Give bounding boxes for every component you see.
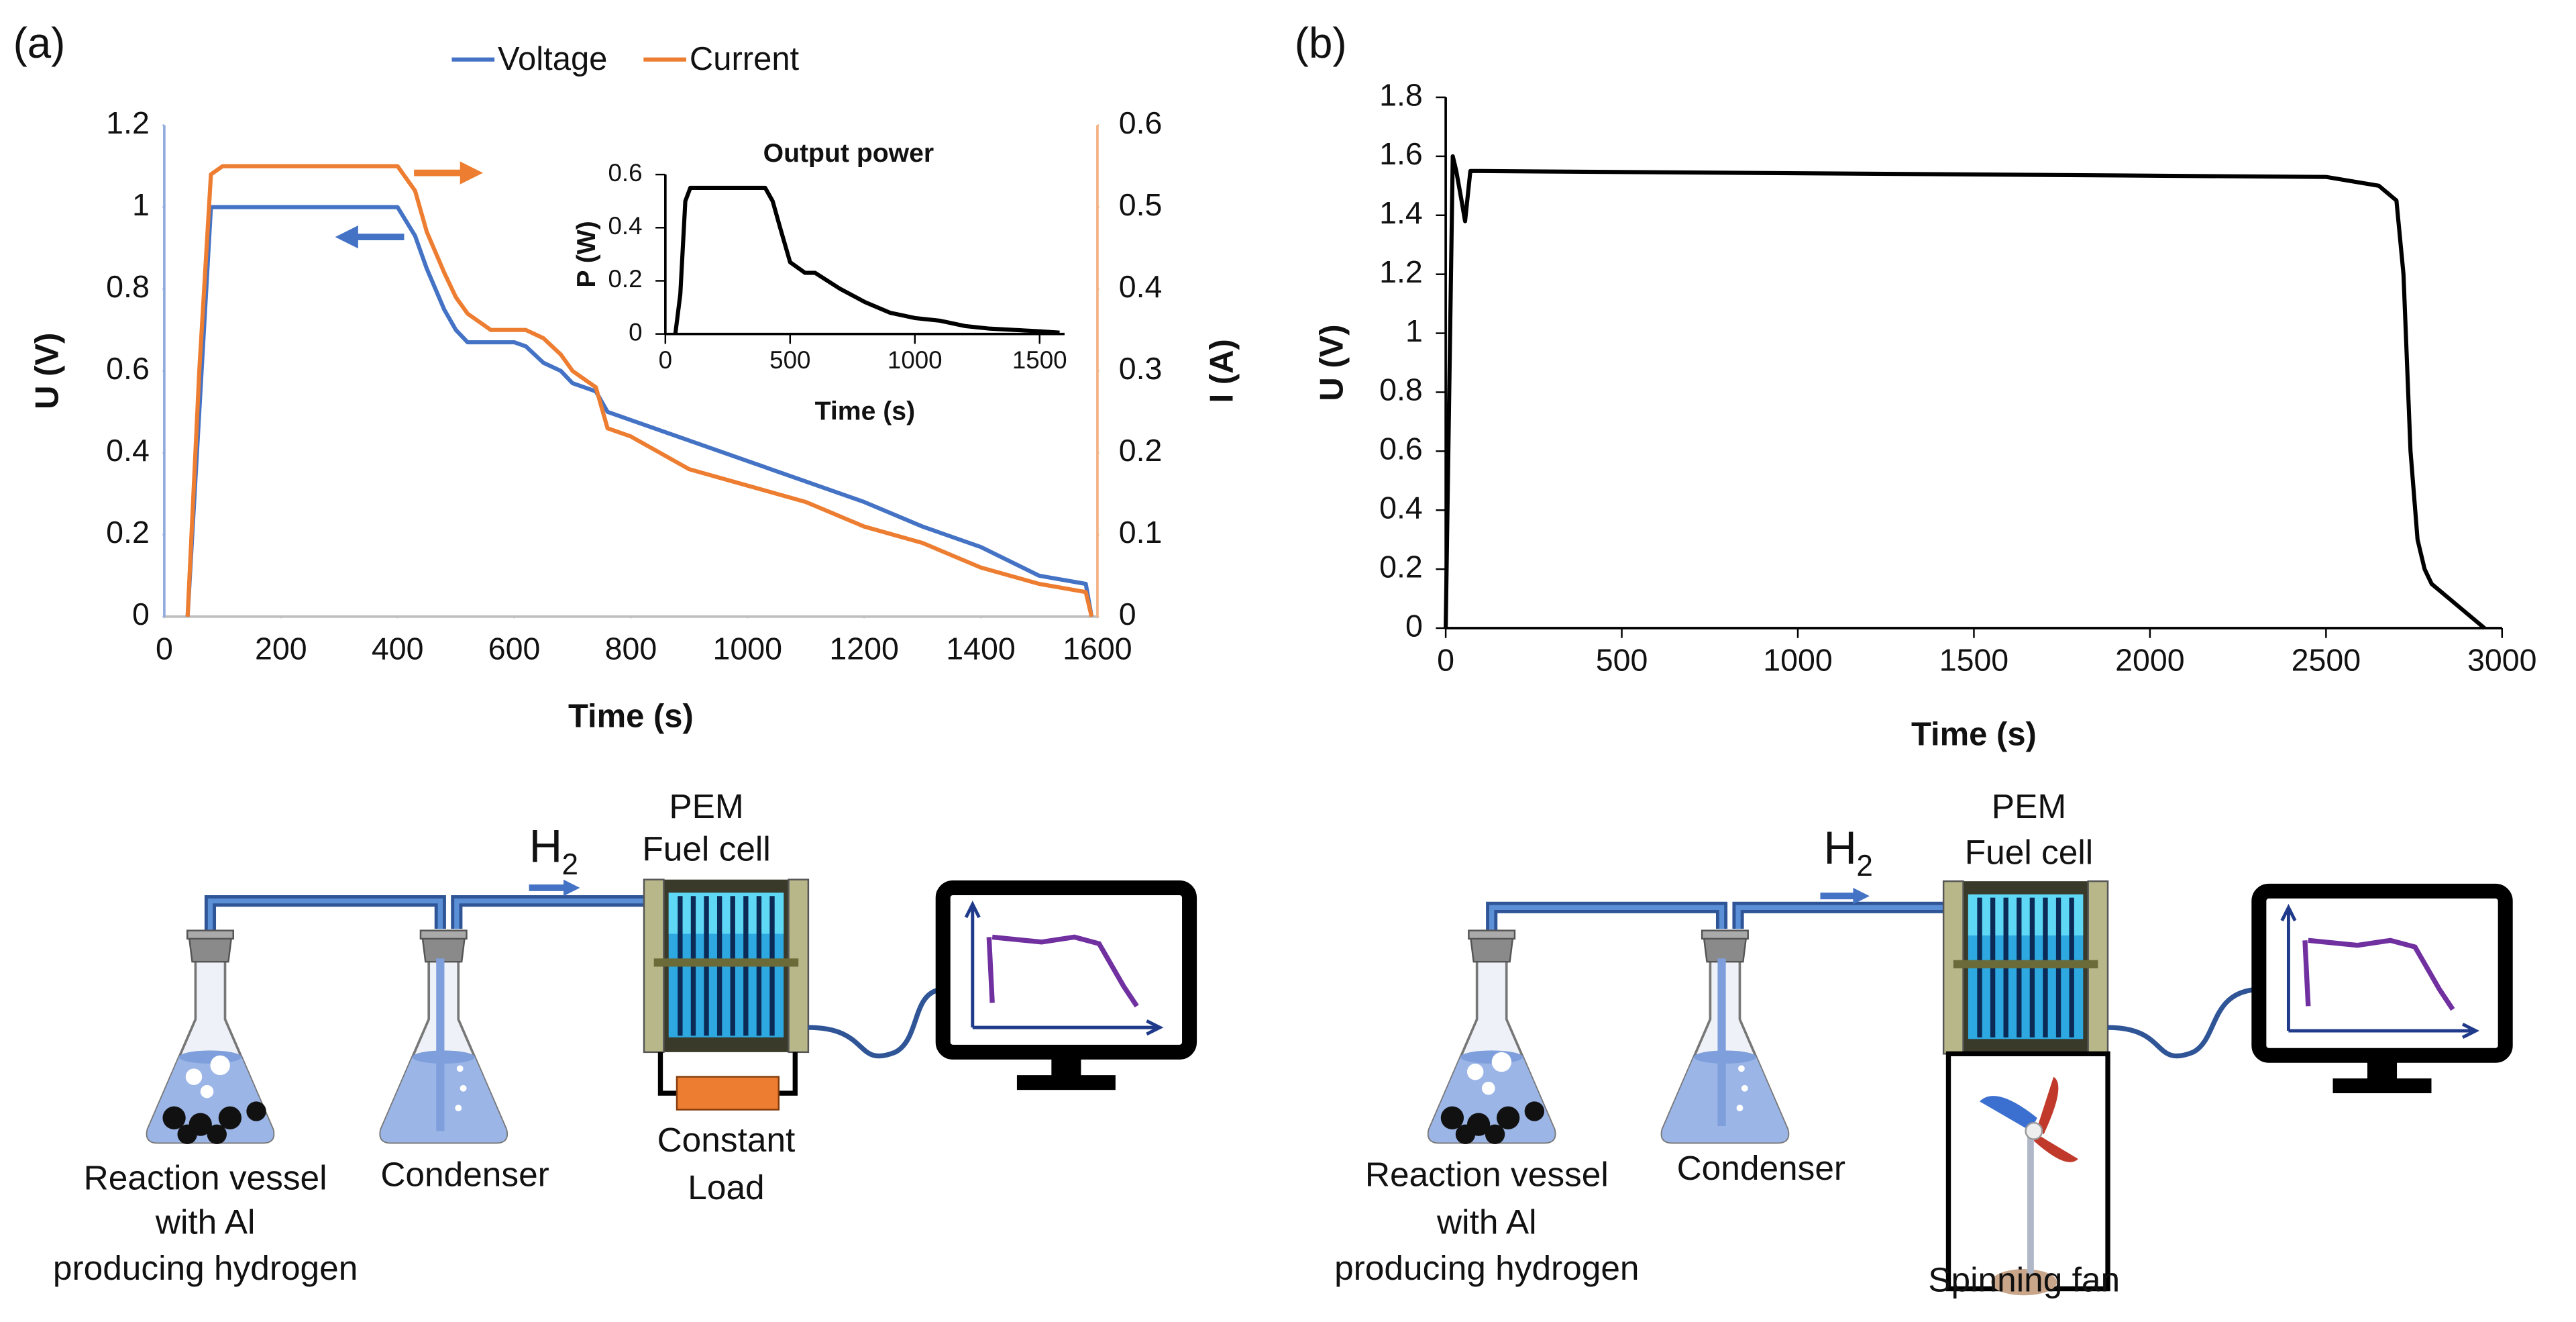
- x-tick-label: 0: [156, 631, 173, 666]
- x-tick-label: 1500: [1939, 643, 2008, 678]
- y2-tick-label: 0.4: [1119, 269, 1163, 304]
- load: [676, 1076, 780, 1111]
- y2-axis-label: I (A): [1203, 339, 1240, 403]
- data-line: [185, 164, 1094, 617]
- x-axis-label: Time (s): [815, 397, 915, 426]
- y-tick-label: 0: [629, 318, 642, 346]
- vessel-label: with Al: [155, 1203, 256, 1241]
- y-tick-label: 0.6: [1379, 431, 1423, 466]
- y-axis-label: U (V): [1314, 324, 1350, 401]
- y-tick-label: 1: [1405, 313, 1423, 348]
- y-tick-label: 1.2: [1379, 254, 1423, 289]
- y-tick-label: 0: [1405, 608, 1423, 643]
- data-line: [1444, 154, 2486, 630]
- x-tick-label: 1500: [1012, 346, 1067, 374]
- gas-subscript: 2: [1856, 850, 1873, 882]
- fuel-cell-label: PEM: [1992, 786, 2066, 825]
- fuel-cell: [644, 880, 808, 1052]
- y-tick-label: 1: [132, 187, 150, 222]
- arrow-head: [460, 161, 483, 185]
- y2-tick-label: 0.2: [1119, 433, 1163, 468]
- y-tick-label: 0: [132, 597, 150, 631]
- y2-tick-label: 0.6: [1119, 105, 1163, 140]
- x-tick-label: 500: [769, 346, 810, 374]
- panel-label: (b): [1295, 19, 1347, 67]
- x-axis-label: Time (s): [1911, 717, 2037, 753]
- vessel-label: Reaction vessel: [1365, 1155, 1609, 1194]
- y2-tick-label: 0.5: [1119, 187, 1163, 222]
- x-tick-label: 2000: [2115, 643, 2184, 678]
- y-tick-label: 0.6: [608, 159, 643, 187]
- monitor: [943, 888, 1189, 1090]
- setup-diagram: [1427, 881, 2506, 1296]
- y-axis-label: U (V): [29, 333, 65, 409]
- x-tick-label: 1600: [1063, 631, 1132, 666]
- x-tick-label: 0: [1437, 643, 1454, 678]
- y-tick-label: 0.8: [106, 269, 150, 304]
- x-tick-label: 1000: [1763, 643, 1832, 678]
- x-tick-label: 200: [255, 631, 307, 666]
- fuel-cell-label: Fuel cell: [642, 829, 770, 868]
- y2-tick-label: 0.3: [1119, 351, 1163, 386]
- setup-diagram: [146, 880, 1189, 1144]
- x-tick-label: 800: [605, 631, 657, 666]
- data-line: [673, 185, 1060, 335]
- fuel-cell-label: Fuel cell: [1965, 833, 2093, 872]
- panel-label: (a): [13, 19, 66, 67]
- x-tick-label: 1000: [713, 631, 782, 666]
- gas-subscript: 2: [562, 848, 579, 881]
- x-tick-label: 1400: [946, 631, 1015, 666]
- y-axis-label: P (W): [572, 221, 601, 287]
- x-tick-label: 400: [372, 631, 424, 666]
- x-tick-label: 500: [1596, 643, 1648, 678]
- condenser-label: Condenser: [1677, 1148, 1845, 1187]
- x-tick-label: 3000: [2467, 643, 2536, 678]
- x-tick-label: 1000: [888, 346, 943, 374]
- y-tick-label: 0.2: [608, 265, 643, 293]
- arrow-head: [335, 225, 358, 249]
- vessel-label: Reaction vessel: [84, 1158, 327, 1197]
- y-tick-label: 0.4: [1379, 491, 1423, 525]
- y2-tick-label: 0: [1119, 597, 1136, 631]
- y2-tick-label: 0.1: [1119, 515, 1163, 550]
- load-label: Constant: [657, 1120, 796, 1159]
- y-tick-label: 1.8: [1379, 77, 1423, 112]
- vessel-label: with Al: [1436, 1203, 1537, 1241]
- legend-label: Current: [690, 41, 800, 77]
- vessel-label: producing hydrogen: [1334, 1248, 1639, 1287]
- y-tick-label: 1.4: [1379, 195, 1423, 230]
- fuel-cell: [1943, 881, 2108, 1054]
- y-tick-label: 0.2: [1379, 549, 1423, 584]
- condenser-label: Condenser: [380, 1155, 549, 1194]
- x-axis-label: Time (s): [568, 699, 694, 735]
- load-label: Load: [688, 1168, 764, 1207]
- gas-label: H: [1823, 822, 1857, 874]
- data-line: [185, 205, 1094, 617]
- x-tick-label: 0: [659, 346, 672, 374]
- y-tick-label: 0.2: [106, 515, 150, 550]
- fan-label: Spinning fan: [1928, 1260, 2120, 1299]
- x-tick-label: 2500: [2292, 643, 2361, 678]
- y-tick-label: 0.4: [106, 433, 150, 468]
- legend-label: Voltage: [498, 41, 607, 77]
- monitor: [2259, 891, 2505, 1093]
- y-tick-label: 1.6: [1379, 136, 1423, 171]
- y-tick-label: 1.2: [106, 105, 150, 140]
- gas-label: H: [529, 821, 563, 872]
- y-tick-label: 0.6: [106, 351, 150, 386]
- y-tick-label: 0.4: [608, 212, 643, 240]
- x-tick-label: 600: [488, 631, 541, 666]
- vessel-label: producing hydrogen: [53, 1248, 358, 1287]
- chart-title: Output power: [763, 139, 934, 168]
- y-tick-label: 0.8: [1379, 372, 1423, 407]
- fuel-cell-label: PEM: [669, 786, 743, 825]
- x-tick-label: 1200: [829, 631, 898, 666]
